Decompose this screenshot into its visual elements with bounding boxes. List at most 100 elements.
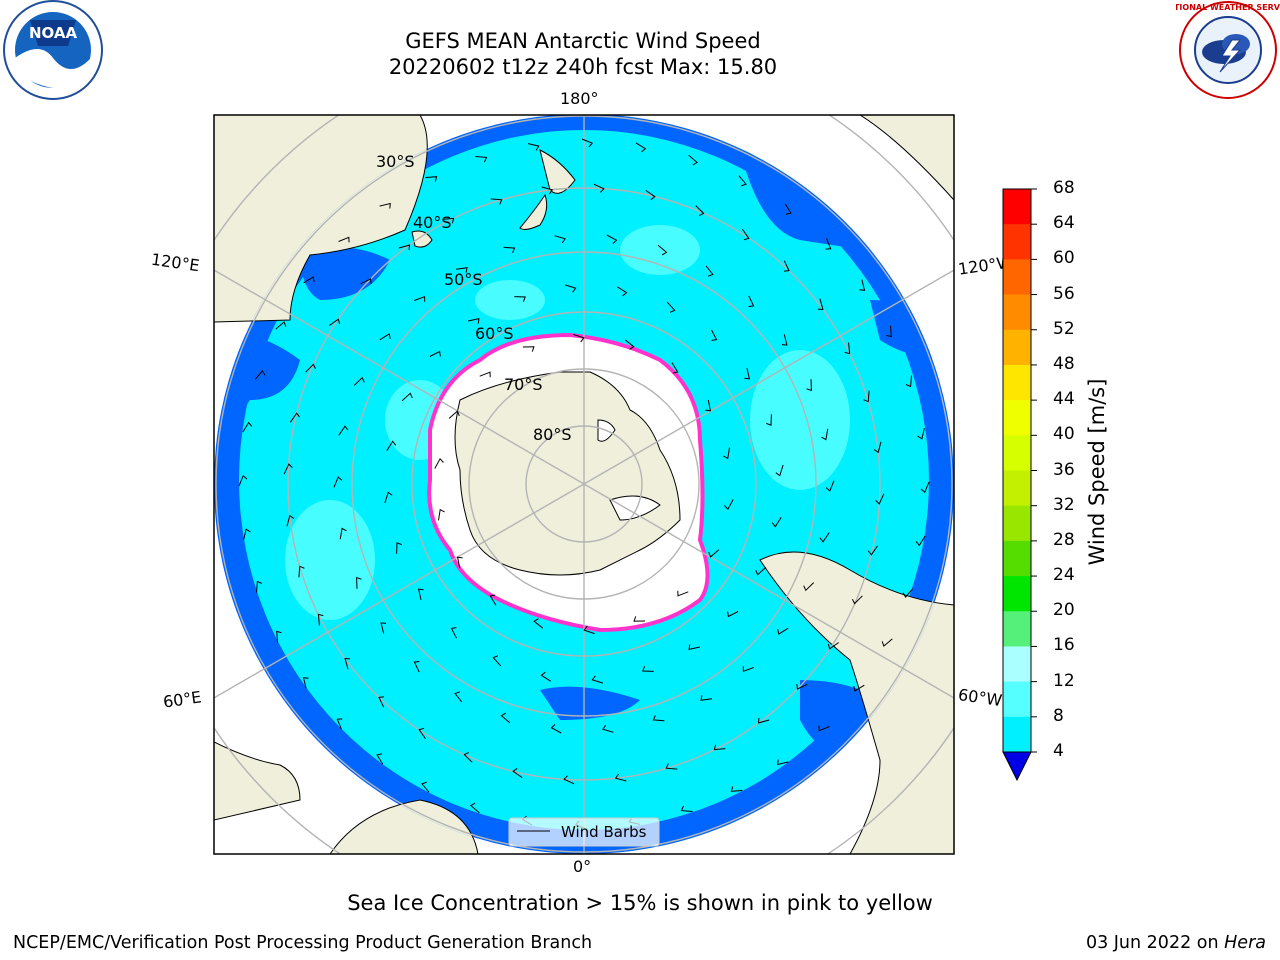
wind-barb: [554, 235, 566, 244]
colorbar-tick-label: 12: [1053, 670, 1075, 691]
wind-barb: [624, 339, 635, 350]
wind-barb: [817, 298, 824, 311]
wind-barb: [581, 138, 594, 148]
wind-barb: [339, 527, 347, 540]
colorbar-tick-label: 44: [1053, 389, 1075, 410]
wind-barb: [783, 260, 790, 272]
wind-barb: [695, 205, 705, 217]
wind-barb: [825, 480, 835, 492]
wind-barb: [380, 622, 387, 634]
wind-barb: [503, 246, 516, 253]
wind-barb: [886, 325, 892, 338]
wind-barb: [489, 594, 497, 606]
wind-barb: [376, 753, 384, 765]
wind-barb: [401, 392, 413, 402]
wind-barb: [475, 156, 488, 163]
wind-barb: [467, 317, 480, 324]
wind-barb: [417, 588, 424, 601]
wind-barb: [243, 528, 251, 541]
wind-barb: [614, 773, 627, 782]
wind-barbs: [238, 138, 930, 830]
wind-barb: [583, 625, 595, 635]
wind-barb: [818, 725, 830, 732]
wind-barb: [338, 425, 349, 436]
wind-barb: [705, 399, 712, 412]
wind-barb: [859, 279, 866, 291]
colorbar-tick-label: 48: [1053, 353, 1075, 374]
wind-barb: [915, 535, 926, 547]
colorbar-segment: [1003, 611, 1031, 647]
wind-barb: [425, 176, 438, 182]
footer-date: 03 Jun 2022 on Hera: [1086, 933, 1266, 953]
wind-barb: [652, 715, 665, 722]
wind-barb: [827, 642, 839, 650]
colorbar-segment: [1003, 470, 1031, 507]
wind-barb: [276, 630, 282, 643]
colorbar-segment: [1003, 329, 1031, 366]
wind-barb: [905, 375, 912, 388]
wind-barb: [429, 350, 441, 357]
wind-barb: [851, 595, 863, 605]
lon-label-180: 180°: [560, 89, 599, 108]
wind-barb: [479, 371, 491, 378]
wind-barb: [920, 481, 930, 494]
wind-barb: [853, 684, 865, 692]
wind-barb: [492, 655, 502, 667]
colorbar-tick-label: 16: [1053, 635, 1075, 656]
wind-barb: [336, 718, 343, 730]
wind-barb: [606, 234, 618, 244]
wind-barb: [777, 627, 789, 635]
colorbar-tick-label: 60: [1053, 248, 1075, 269]
wind-barb: [867, 545, 879, 556]
wind-barb: [242, 421, 253, 433]
colorbar-tick-label: 24: [1053, 565, 1075, 586]
wind-barb: [454, 691, 463, 703]
wind-barb: [522, 346, 535, 352]
graticule: [214, 115, 954, 854]
wind-barb: [541, 186, 554, 195]
lat-label-30s: 30°S: [376, 152, 415, 171]
wind-barb: [796, 683, 808, 690]
wind-barb: [645, 189, 656, 201]
wind-barb: [286, 514, 295, 527]
wind-barb: [730, 786, 743, 792]
wind-barb: [844, 342, 851, 355]
wind-barb: [873, 441, 882, 454]
wind-barb: [803, 582, 815, 592]
wind-barb: [470, 802, 480, 814]
colorbar-segment: [1003, 224, 1031, 260]
wind-barb: [305, 363, 317, 373]
wind-barb: [254, 370, 266, 380]
wind-barb: [680, 805, 693, 812]
wind-barb: [421, 781, 430, 793]
wind-barb: [727, 611, 739, 618]
wind-barb: [413, 661, 420, 673]
wind-barb: [379, 333, 391, 341]
wind-barb: [438, 508, 445, 521]
wind-barb: [398, 244, 411, 251]
wind-barb: [353, 376, 365, 386]
wind-barb: [302, 677, 309, 689]
barb-legend: Wind Barbs: [508, 817, 660, 847]
wind-barb: [875, 493, 885, 505]
wind-barb: [863, 390, 870, 403]
wind-barb: [784, 203, 792, 215]
colorbar-segment: [1003, 576, 1031, 612]
wind-barb: [821, 428, 829, 441]
wind-barb: [744, 367, 751, 380]
wind-barb: [490, 198, 503, 205]
colorbar-tick-label: 64: [1053, 213, 1075, 234]
chart-title-line1: GEFS MEAN Antarctic Wind Speed: [405, 29, 761, 53]
wind-barb: [825, 238, 832, 250]
lon-label-0: 0°: [573, 857, 592, 876]
colorbar-tick-label: 68: [1053, 178, 1075, 198]
sea-ice-note: Sea Ice Concentration > 15% is shown in …: [347, 891, 933, 915]
footer-machine: Hera: [1224, 933, 1266, 953]
map-frame: [213, 114, 955, 855]
wind-barb: [775, 464, 784, 477]
wind-barb: [317, 613, 324, 626]
colorbar-tick-label: 56: [1053, 283, 1075, 304]
wind-barb: [338, 236, 350, 243]
noaa-logo-text: NOAA: [29, 24, 78, 42]
colorbar-tick-label: 36: [1053, 459, 1075, 480]
